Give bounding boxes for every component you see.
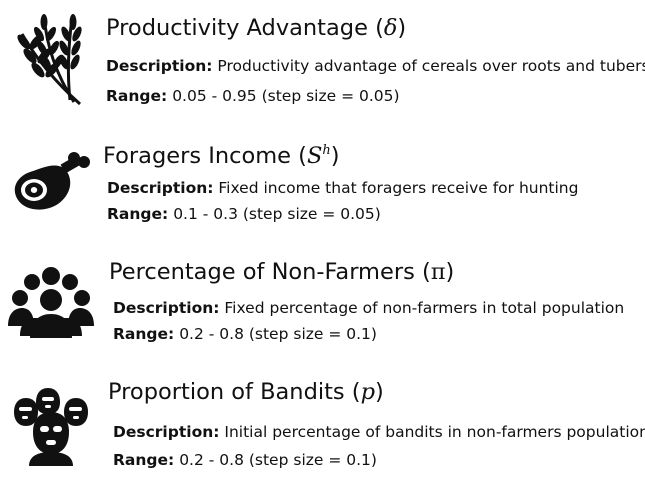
range-text: 0.2 - 0.8 (step size = 0.1) [179,451,377,469]
parameter-symbol: π [430,259,446,285]
parameter-title: Proportion of Bandits (p) [108,379,384,405]
description-text: Productivity advantage of cereals over r… [217,57,645,75]
parameter-range: Range: 0.05 - 0.95 (step size = 0.05) [106,86,645,106]
parameter-title: Productivity Advantage (δ) [106,15,407,41]
range-label: Range: [113,325,175,343]
parameter-symbol: δ [383,15,398,41]
parameter-description: Description: Productivity advantage of c… [106,56,645,76]
parameter-name: Proportion of Bandits [108,379,345,405]
range-text: 0.1 - 0.3 (step size = 0.05) [173,205,381,223]
parameter-name: Percentage of Non-Farmers [109,259,415,285]
people-group-icon [8,266,94,340]
description-label: Description: [113,423,220,441]
parameter-range: Range: 0.1 - 0.3 (step size = 0.05) [103,204,578,224]
parameter-title: Percentage of Non-Farmers (π) [109,259,455,285]
description-text: Fixed percentage of non-farmers in total… [224,299,625,317]
description-label: Description: [107,179,214,197]
parameter-symbol-superscript: h [322,143,331,158]
description-label: Description: [113,299,220,317]
description-text: Fixed income that foragers receive for h… [218,179,579,197]
parameter-description: Description: Fixed income that foragers … [103,178,578,198]
range-text: 0.2 - 0.8 (step size = 0.1) [179,325,377,343]
parameter-description: Description: Initial percentage of bandi… [108,422,645,442]
parameter-symbol-base: S [306,143,323,169]
parameter-name: Productivity Advantage [106,15,368,41]
range-label: Range: [106,87,168,105]
wheat-icon [14,12,88,108]
parameter-symbol: Sh [307,143,331,169]
parameter-range: Range: 0.2 - 0.8 (step size = 0.1) [108,450,645,470]
masked-bandits-icon [14,388,90,466]
ham-icon [12,150,92,216]
parameter-range: Range: 0.2 - 0.8 (step size = 0.1) [109,324,624,344]
parameter-title: Foragers Income (Sh) [103,143,340,169]
range-label: Range: [107,205,169,223]
parameter-name: Foragers Income [103,143,291,169]
description-label: Description: [106,57,213,75]
range-text: 0.05 - 0.95 (step size = 0.05) [172,87,400,105]
description-text: Initial percentage of bandits in non-far… [224,423,645,441]
parameter-description: Description: Fixed percentage of non-far… [109,298,624,318]
parameter-symbol: p [360,379,375,405]
range-label: Range: [113,451,175,469]
